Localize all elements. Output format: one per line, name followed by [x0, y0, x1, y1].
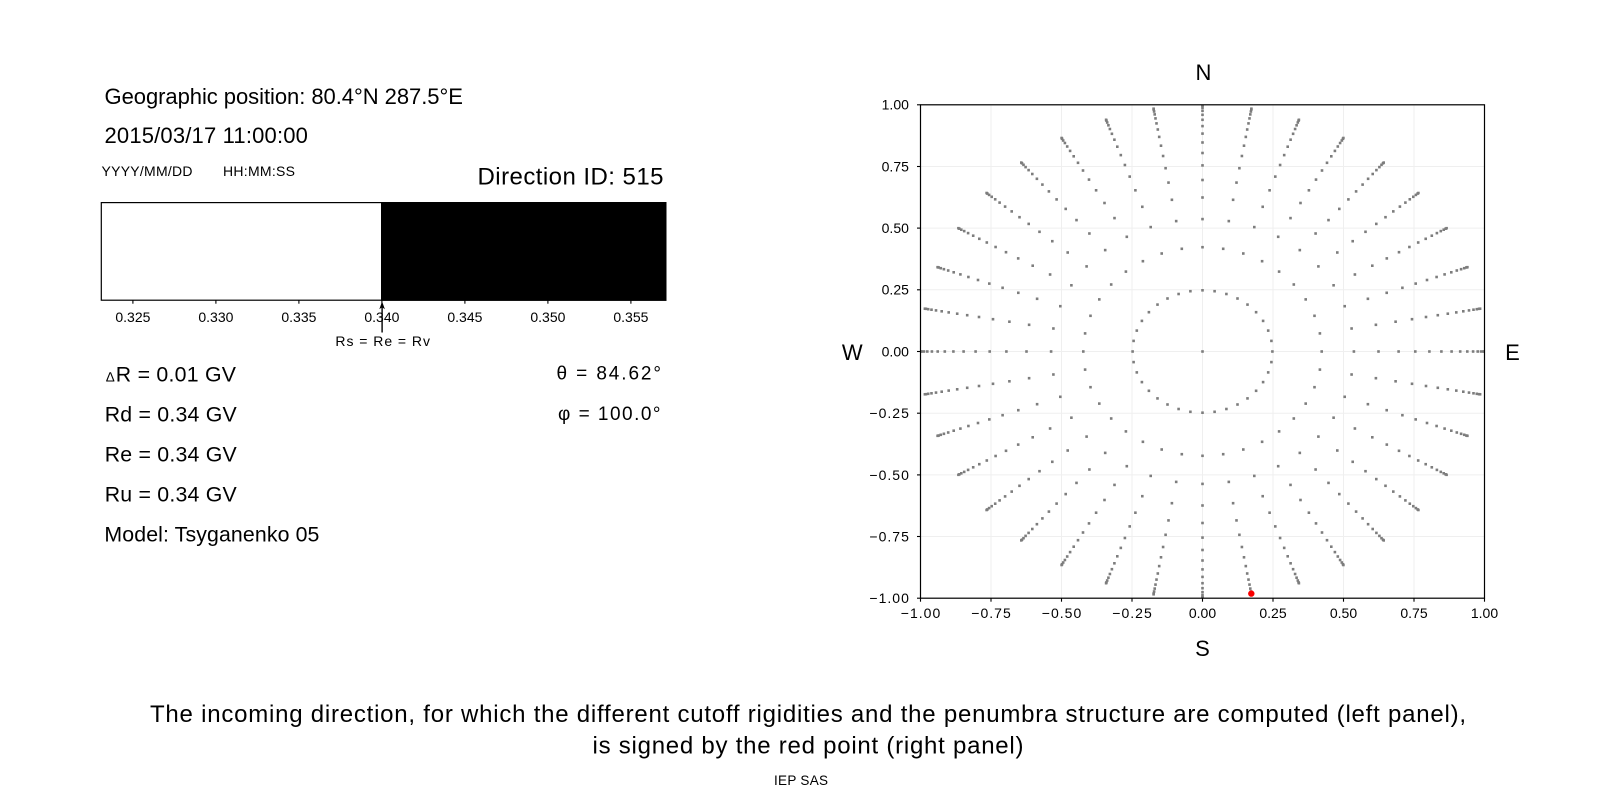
svg-text:−0.50: −0.50	[869, 467, 909, 483]
svg-text:HH:MM:SS: HH:MM:SS	[223, 163, 295, 179]
svg-text:0.345: 0.345	[447, 309, 482, 325]
svg-text:0.355: 0.355	[613, 309, 648, 325]
svg-text:θ = 84.62°: θ = 84.62°	[557, 363, 662, 384]
svg-text:E: E	[1505, 340, 1520, 365]
svg-text:0.330: 0.330	[198, 309, 233, 325]
svg-text:Rs = Re = Rv: Rs = Re = Rv	[335, 333, 430, 349]
svg-text:Rd = 0.34 GV: Rd = 0.34 GV	[105, 402, 238, 426]
svg-text:R = 0.01 GV: R = 0.01 GV	[116, 362, 237, 386]
svg-text:The incoming direction, for wh: The incoming direction, for which the di…	[150, 701, 1466, 728]
svg-text:φ = 100.0°: φ = 100.0°	[558, 404, 661, 425]
svg-text:YYYY/MM/DD: YYYY/MM/DD	[102, 163, 193, 179]
svg-text:Direction ID: 515: Direction ID: 515	[478, 164, 664, 191]
svg-text:0.350: 0.350	[530, 309, 565, 325]
svg-text:0.50: 0.50	[882, 220, 909, 236]
svg-text:0.75: 0.75	[882, 158, 909, 174]
svg-text:0.325: 0.325	[115, 309, 150, 325]
svg-text:0.00: 0.00	[882, 343, 909, 359]
svg-text:−0.75: −0.75	[869, 528, 909, 544]
svg-text:1.00: 1.00	[1471, 605, 1498, 621]
svg-text:0.25: 0.25	[882, 282, 909, 298]
svg-text:∆: ∆	[106, 369, 115, 384]
svg-text:S: S	[1195, 636, 1210, 661]
svg-text:is signed by the red point (ri: is signed by the red point (right panel)	[593, 732, 1024, 759]
svg-text:0.335: 0.335	[281, 309, 316, 325]
svg-text:0.25: 0.25	[1259, 605, 1286, 621]
svg-text:−1.00: −1.00	[869, 590, 909, 606]
svg-text:N: N	[1196, 60, 1212, 85]
svg-text:−0.25: −0.25	[1112, 605, 1152, 621]
svg-text:0.00: 0.00	[1189, 605, 1216, 621]
svg-text:0.75: 0.75	[1400, 605, 1427, 621]
svg-text:−0.75: −0.75	[971, 605, 1011, 621]
svg-text:Re = 0.34 GV: Re = 0.34 GV	[105, 442, 238, 466]
svg-text:2015/03/17 11:00:00: 2015/03/17 11:00:00	[105, 123, 308, 148]
svg-text:−1.00: −1.00	[901, 605, 941, 621]
svg-text:Model: Tsyganenko 05: Model: Tsyganenko 05	[104, 523, 319, 547]
svg-text:W: W	[842, 340, 863, 365]
svg-text:Ru = 0.34 GV: Ru = 0.34 GV	[105, 482, 238, 506]
svg-text:−0.50: −0.50	[1042, 605, 1082, 621]
svg-text:−0.25: −0.25	[869, 405, 909, 421]
svg-text:Geographic position: 80.4°N 28: Geographic position: 80.4°N 287.5°E	[105, 84, 463, 109]
svg-text:1.00: 1.00	[882, 97, 909, 113]
svg-text:0.50: 0.50	[1330, 605, 1357, 621]
svg-text:IEP SAS: IEP SAS	[774, 773, 828, 788]
